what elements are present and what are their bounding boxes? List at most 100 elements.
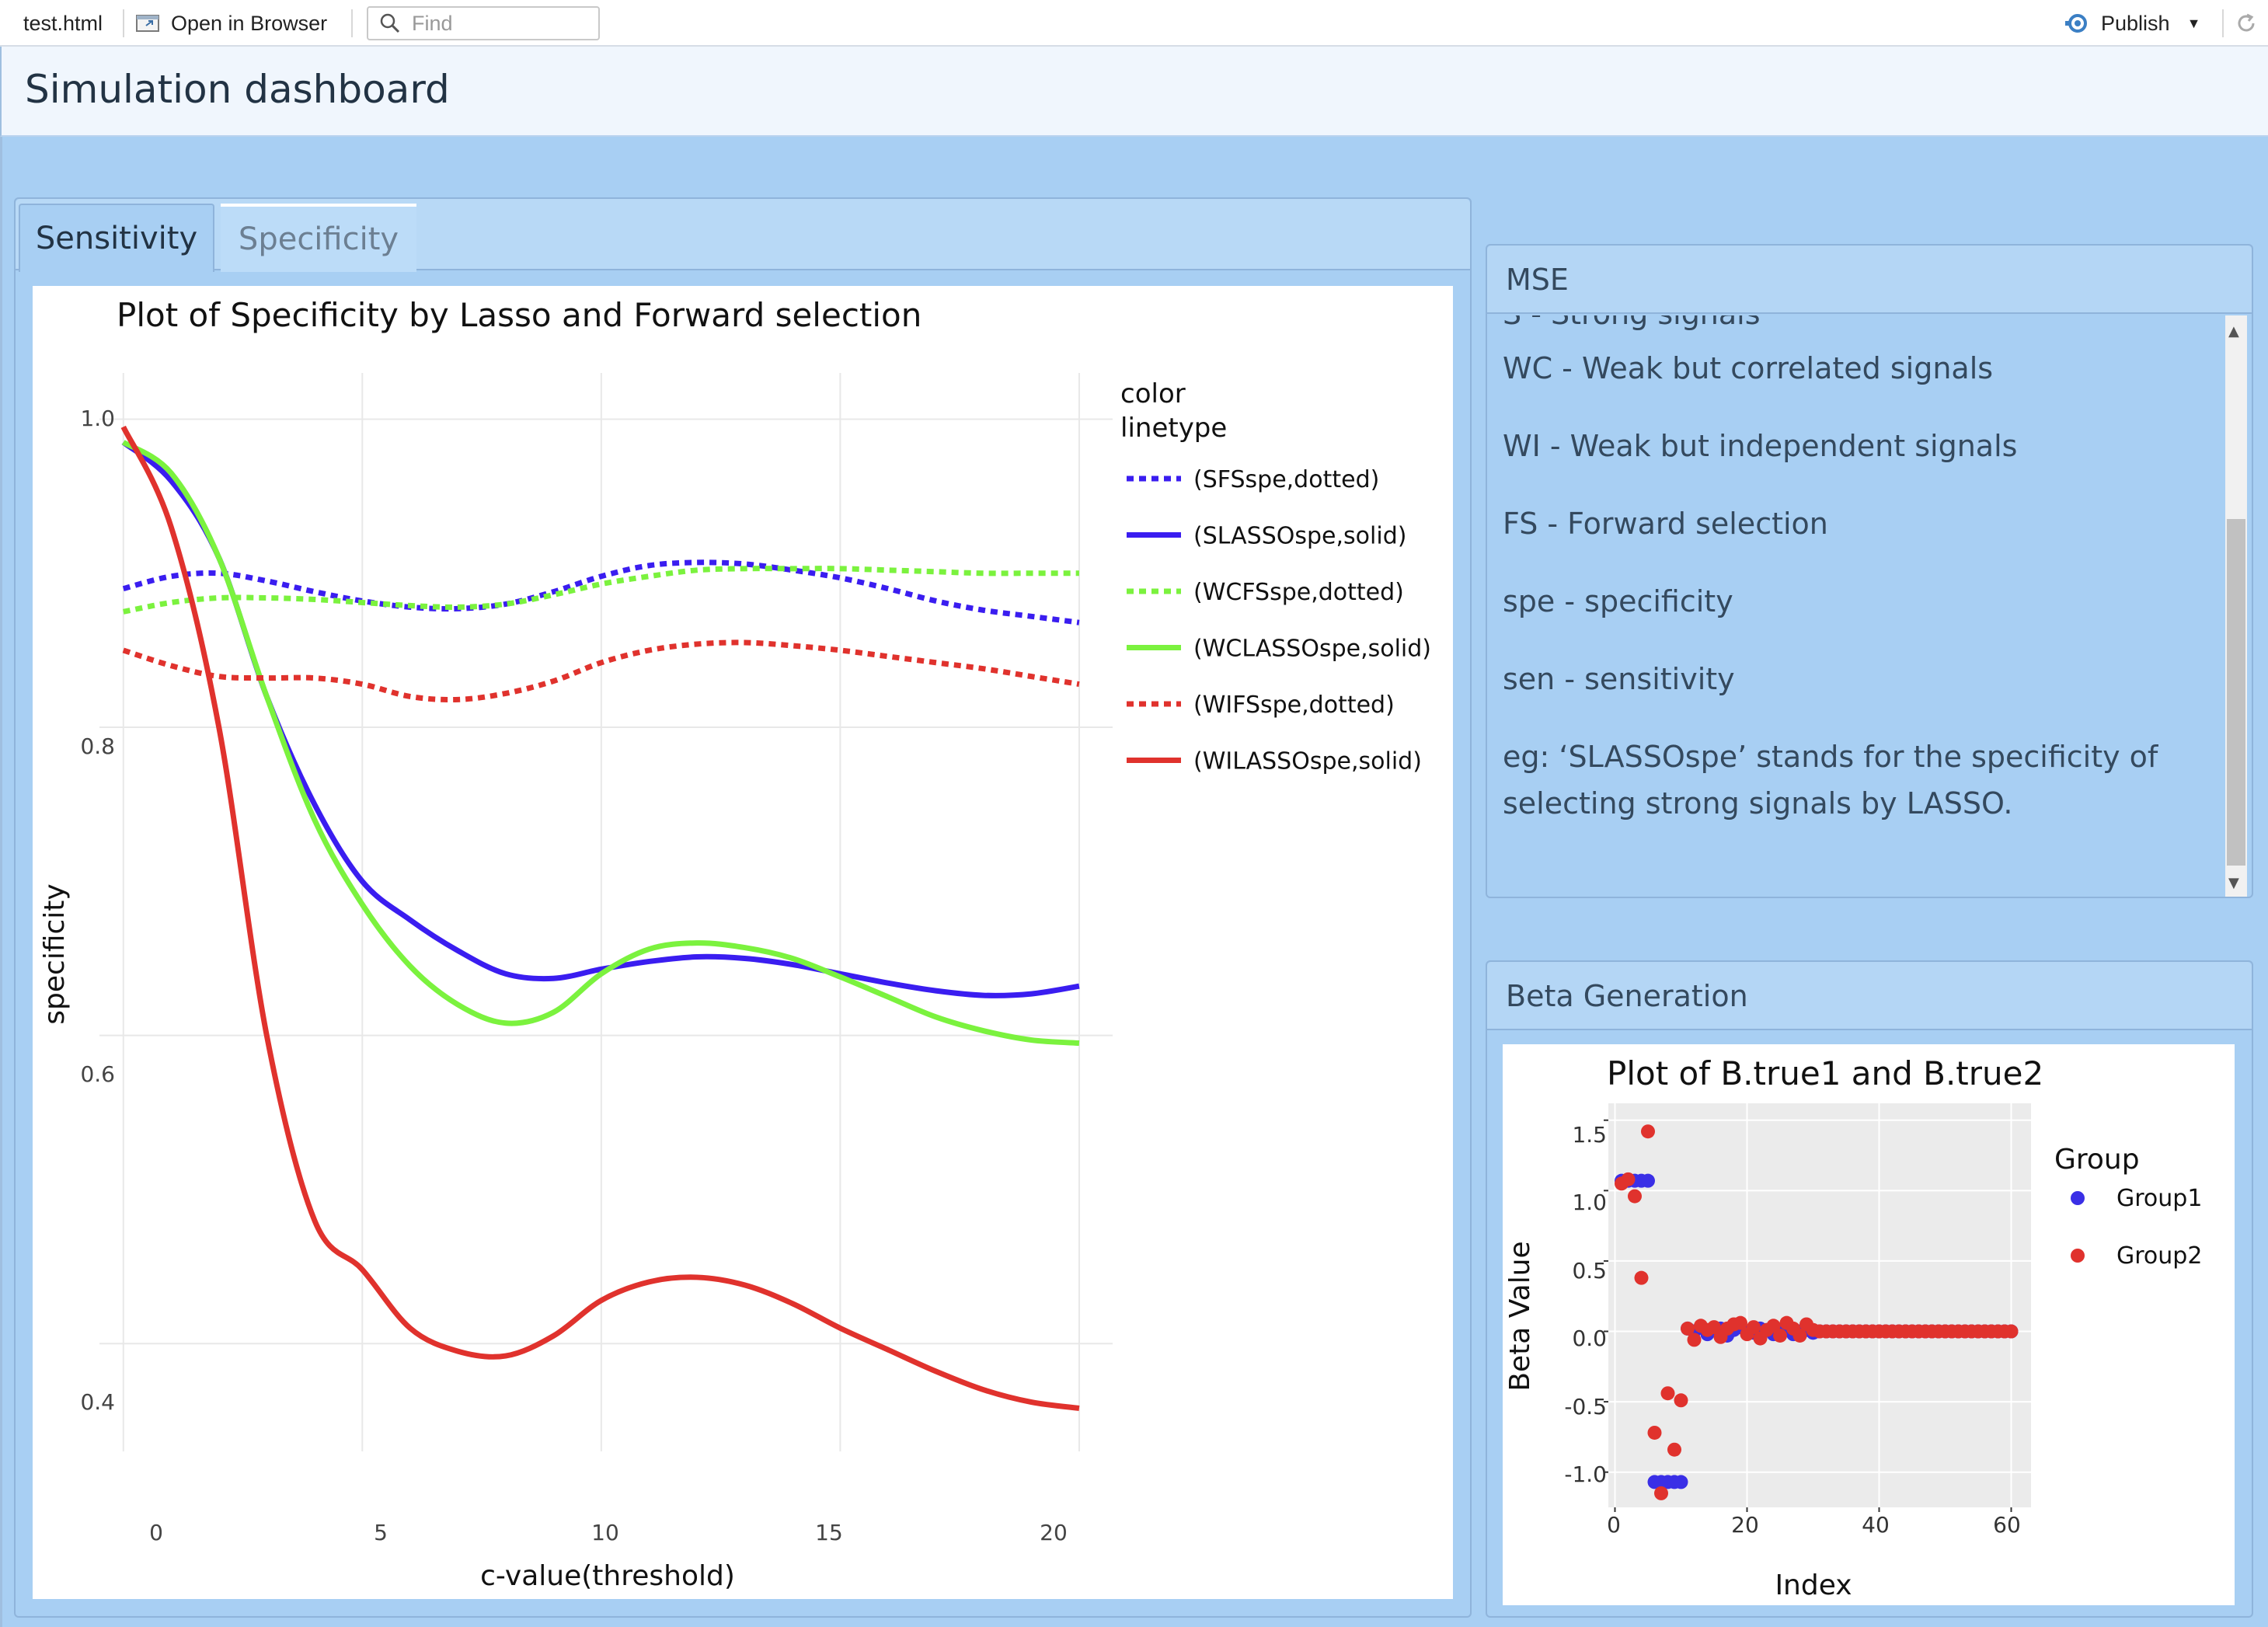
beta-plot-legend: Group1 Group2 xyxy=(2071,1185,2202,1270)
x-tick-label: 10 xyxy=(591,1520,619,1545)
y-tick-label: 0.6 xyxy=(80,1061,115,1087)
data-point-group2 xyxy=(1647,1425,1662,1440)
beta-generation-box: Beta Generation Plot of B.true1 and B.tr… xyxy=(1486,960,2253,1618)
legend-label[interactable]: (SFSspe,dotted) xyxy=(1193,466,1379,493)
legend-text-line: spe - specificity xyxy=(1503,584,1733,618)
beta-box-title: Beta Generation xyxy=(1506,979,1748,1013)
mse-scrollbar[interactable]: ▲ ▼ xyxy=(2225,315,2247,897)
beta-plot-points xyxy=(1615,1124,2019,1500)
data-point-group2 xyxy=(1792,1328,1807,1343)
toolbar-divider xyxy=(351,9,353,37)
tab-specificity[interactable]: Specificity xyxy=(221,204,416,272)
data-point-group2 xyxy=(1641,1124,1655,1139)
mse-box-title: MSE xyxy=(1506,263,1569,297)
beta-box-header: Beta Generation xyxy=(1487,962,2252,1030)
legend-swatch xyxy=(2071,1249,2085,1263)
plot-grid xyxy=(99,373,1113,1451)
publish-label: Publish xyxy=(2101,11,2170,35)
open-in-browser-button[interactable]: Open in Browser xyxy=(135,8,327,39)
y-tick-label: -0.5 xyxy=(1564,1394,1607,1420)
y-tick-label: 0.8 xyxy=(80,733,115,759)
data-point-group2 xyxy=(1681,1321,1695,1336)
data-point-group1 xyxy=(1641,1173,1655,1188)
file-tab-label: test.html xyxy=(23,11,103,35)
legend-text-line: selecting strong signals by LASSO. xyxy=(1503,786,2013,820)
tab-sensitivity[interactable]: Sensitivity xyxy=(19,204,214,272)
beta-plot-container: Plot of B.true1 and B.true2 1.5 1.0 0.5 … xyxy=(1503,1044,2235,1605)
mse-box: MSE S - Strong signals WC - Weak but cor… xyxy=(1486,244,2253,898)
beta-plot: Plot of B.true1 and B.true2 1.5 1.0 0.5 … xyxy=(1504,1054,2202,1601)
legend-label[interactable]: (WILASSOspe,solid) xyxy=(1193,748,1422,775)
plot-legend: (SFSspe,dotted) (SLASSOspe,solid) (WCFSspe… xyxy=(1127,466,1431,775)
legend-label[interactable]: (SLASSOspe,solid) xyxy=(1193,523,1406,550)
y-tick-label: 1.0 xyxy=(1572,1190,1607,1215)
series-line-wclassospesolid[interactable] xyxy=(121,440,1080,1047)
data-point-group2 xyxy=(1621,1172,1636,1186)
tabbed-panel: Sensitivity Specificity Plot of Specific… xyxy=(14,197,1472,1618)
mse-scroll-content[interactable]: S - Strong signals WC - Weak but correla… xyxy=(1487,315,2221,897)
beta-y-axis-label: Beta Value xyxy=(1504,1241,1536,1391)
mse-box-header: MSE xyxy=(1487,246,2252,314)
data-point-group2 xyxy=(1707,1320,1721,1335)
legend-label[interactable]: (WCFSspe,dotted) xyxy=(1193,579,1404,606)
find-input[interactable]: Find xyxy=(367,6,600,40)
data-point-group1 xyxy=(1674,1475,1688,1489)
legend-heading-color: color xyxy=(1120,378,1186,409)
data-point-group2 xyxy=(1634,1270,1649,1285)
x-tick-label: 20 xyxy=(1040,1520,1068,1545)
file-tab[interactable]: test.html xyxy=(23,8,103,39)
scroll-thumb[interactable] xyxy=(2227,519,2245,866)
plot-series xyxy=(120,425,1080,1411)
plot-tick-labels: 1.0 0.8 0.6 0.4 0 5 10 15 20 xyxy=(80,406,1067,1545)
legend-label: Group1 xyxy=(2116,1185,2202,1212)
y-tick-label: 1.0 xyxy=(80,406,115,431)
tab-bar: Sensitivity Specificity xyxy=(16,199,1470,272)
data-point-group2 xyxy=(2004,1324,2019,1339)
find-placeholder: Find xyxy=(412,11,453,35)
open-browser-icon xyxy=(136,15,159,32)
publish-icon xyxy=(2065,14,2087,33)
publish-button[interactable]: Publish ▼ xyxy=(2064,8,2200,39)
search-icon xyxy=(380,13,400,33)
viewer-toolbar: test.html Open in Browser Find Publish ▼ xyxy=(0,0,2268,47)
data-point-group2 xyxy=(1654,1486,1668,1500)
data-point-group2 xyxy=(1674,1393,1688,1408)
legend-label[interactable]: (WIFSspe,dotted) xyxy=(1193,692,1395,719)
legend-text-line: WI - Weak but independent signals xyxy=(1503,429,2018,463)
open-in-browser-label: Open in Browser xyxy=(171,11,328,35)
legend-text-line: S - Strong signals xyxy=(1503,315,1761,337)
data-point-group2 xyxy=(1687,1333,1702,1347)
beta-x-axis-label: Index xyxy=(1775,1570,1852,1601)
legend-text-line: FS - Forward selection xyxy=(1503,507,1828,541)
y-tick-label: 0.0 xyxy=(1572,1326,1607,1351)
series-line-sfsspedotted[interactable] xyxy=(122,559,1080,625)
legend-text-line: sen - sensitivity xyxy=(1503,662,1735,696)
x-axis-label: c-value(threshold) xyxy=(480,1560,735,1592)
x-tick-label: 0 xyxy=(1607,1512,1621,1538)
legend-text-line: eg: ‘SLASSOspe’ stands for the specifici… xyxy=(1503,740,2158,774)
toolbar-divider xyxy=(123,9,124,37)
y-tick-label: 1.5 xyxy=(1572,1122,1607,1148)
series-line-wifsspedotted[interactable] xyxy=(122,639,1080,703)
specificity-plot: Plot of Specificity by Lasso and Forward… xyxy=(39,296,1431,1592)
y-tick-label: -1.0 xyxy=(1564,1462,1607,1487)
x-tick-label: 40 xyxy=(1862,1512,1890,1538)
series-line-wilassospesolid[interactable] xyxy=(120,425,1080,1411)
data-point-group2 xyxy=(1733,1315,1747,1330)
scroll-up-icon[interactable]: ▲ xyxy=(2228,323,2239,340)
data-point-group2 xyxy=(1766,1319,1781,1333)
legend-heading-linetype: linetype xyxy=(1120,413,1227,444)
y-tick-label: 0.5 xyxy=(1572,1258,1607,1284)
data-point-group2 xyxy=(1660,1386,1675,1401)
beta-legend-title: Group xyxy=(2054,1144,2140,1176)
y-tick-label: 0.4 xyxy=(80,1389,115,1415)
refresh-button[interactable] xyxy=(2235,8,2258,39)
legend-label[interactable]: (WCLASSOspe,solid) xyxy=(1193,636,1431,663)
legend-swatch xyxy=(2071,1191,2085,1205)
data-point-group2 xyxy=(1667,1442,1681,1457)
x-tick-label: 60 xyxy=(1993,1512,2021,1538)
beta-plot-title: Plot of B.true1 and B.true2 xyxy=(1607,1054,2043,1092)
toolbar-divider xyxy=(2222,9,2224,37)
publish-dropdown-icon[interactable]: ▼ xyxy=(2186,15,2201,31)
scroll-down-icon[interactable]: ▼ xyxy=(2228,875,2239,891)
